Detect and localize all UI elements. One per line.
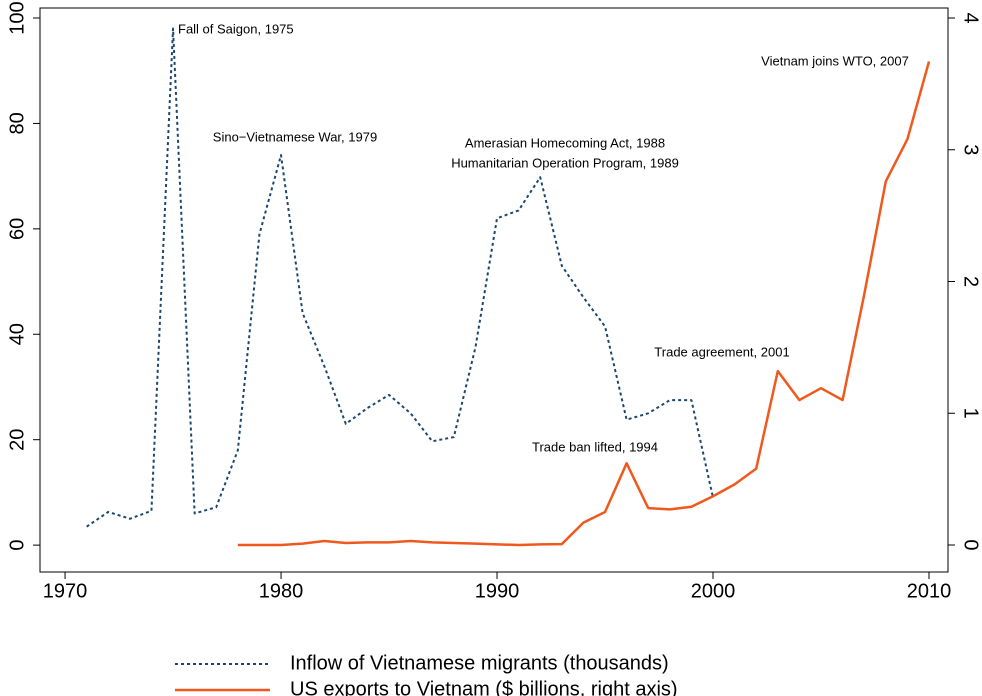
series-line — [86, 27, 714, 528]
annotation: Amerasian Homecoming Act, 1988 — [465, 135, 665, 150]
x-tick-label: 1980 — [259, 580, 304, 602]
legend-label: US exports to Vietnam ($ billions, right… — [290, 678, 678, 696]
y2-tick-label: 0 — [960, 539, 982, 550]
y-tick-label: 0 — [6, 540, 28, 551]
y2-tick-label: 1 — [960, 408, 982, 419]
y-tick-label: 80 — [6, 112, 28, 134]
annotation: Trade ban lifted, 1994 — [532, 439, 658, 454]
annotation: Fall of Saigon, 1975 — [178, 21, 294, 36]
y2-tick-label: 2 — [960, 276, 982, 287]
y2-tick-label: 4 — [960, 12, 982, 23]
y-tick-label: 20 — [6, 429, 28, 451]
x-tick-label: 1990 — [475, 580, 520, 602]
y-tick-label: 40 — [6, 323, 28, 345]
x-tick-label: 1970 — [43, 580, 88, 602]
series-line — [237, 61, 931, 547]
y-tick-label: 60 — [6, 218, 28, 240]
x-tick-label: 2000 — [691, 580, 736, 602]
x-tick-label: 2010 — [907, 580, 952, 602]
legend-label: Inflow of Vietnamese migrants (thousands… — [290, 652, 669, 674]
annotation: Humanitarian Operation Program, 1989 — [451, 155, 679, 170]
annotation: Trade agreement, 2001 — [654, 344, 789, 359]
y2-tick-label: 3 — [960, 144, 982, 155]
annotation: Sino−Vietnamese War, 1979 — [213, 129, 377, 144]
plot-frame — [39, 7, 949, 573]
y-tick-label: 100 — [6, 1, 28, 34]
annotation: Vietnam joins WTO, 2007 — [761, 53, 909, 68]
